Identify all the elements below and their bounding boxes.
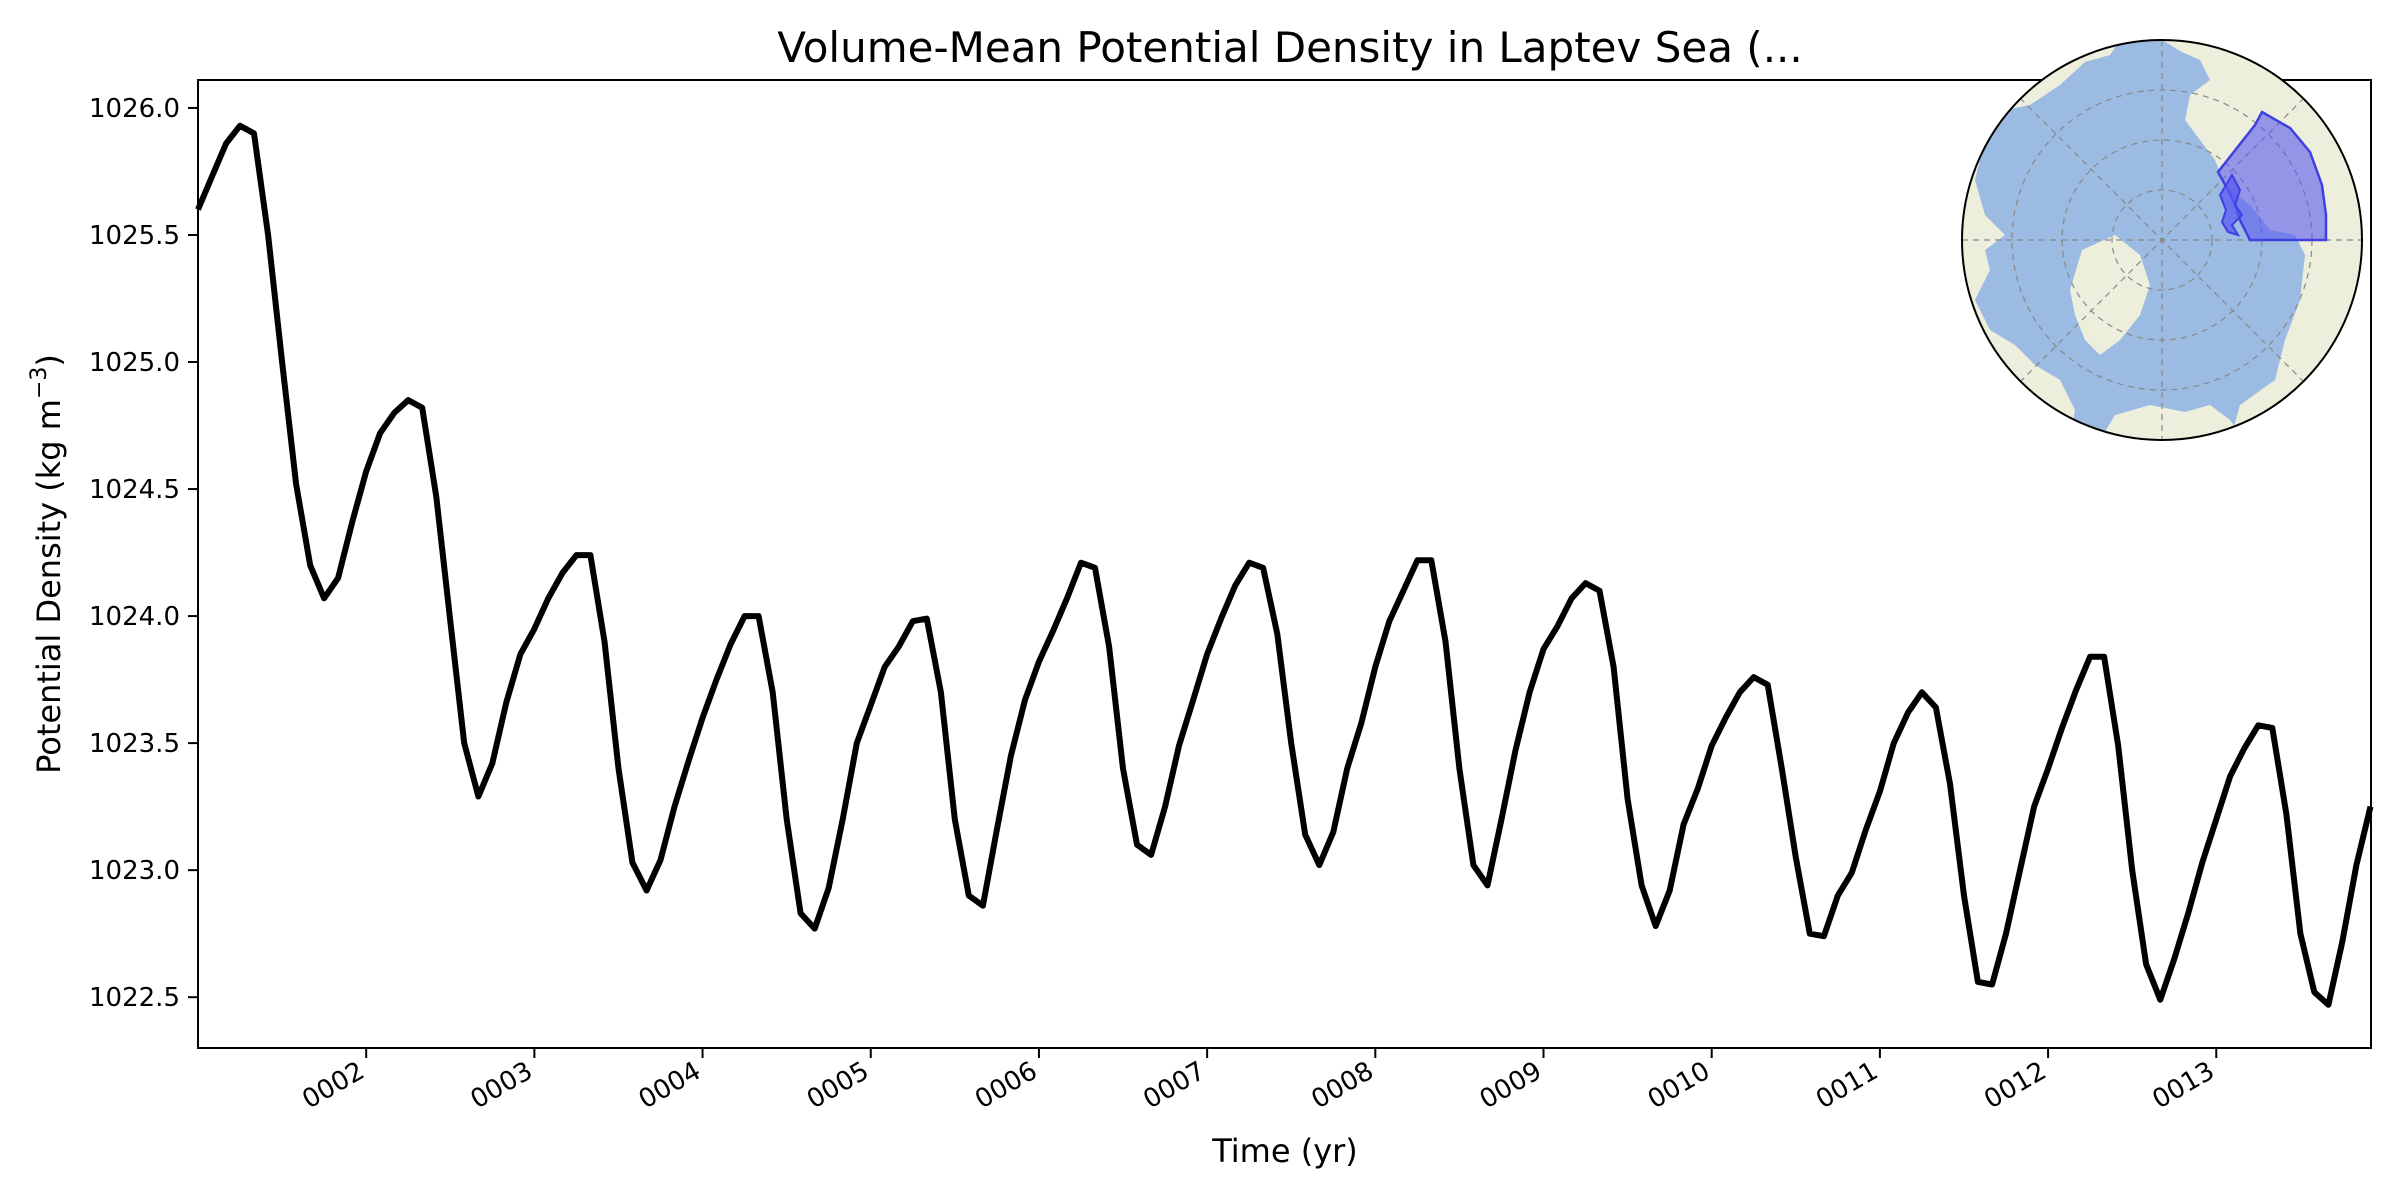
y-axis-ticks: 1022.5 1023.0 1023.5 1024.0 1024.5 1025.0 1025… [89,94,198,1013]
series-line-potential-density [195,122,2374,1008]
map-land-beringia [2100,405,2245,440]
y-tick-label: 1022.5 [89,983,180,1013]
map-land-greenland [2070,235,2150,355]
map-land-north-america [1962,40,2120,440]
map-land-group [1962,40,2362,440]
map-region-coast [2218,172,2244,237]
plot-area [195,122,2374,1008]
y-tick-label: 1025.0 [89,348,180,378]
y-axis-label-superscript: −3 [27,367,52,399]
chart-title: Volume-Mean Potential Density in Laptev … [777,23,1803,72]
map-latitude-circle [2111,189,2213,291]
y-tick-label: 1026.0 [89,94,180,124]
inset-map-arctic [1961,39,2363,441]
y-tick-label: 1024.5 [89,475,180,505]
y-tick-label: 1024.0 [89,602,180,632]
y-tick-label: 1025.5 [89,221,180,251]
y-axis-label-main: Potential Density (kg m [30,399,68,774]
y-tick-label: 1023.5 [89,729,180,759]
axes-frame [197,79,2372,1049]
map-land-eurasia [2162,40,2362,440]
y-tick-label: 1023.0 [89,856,180,886]
y-axis-label-close: ) [30,354,68,366]
map-border [1961,39,2363,441]
x-axis-label: Time (yr) [1211,1132,1358,1170]
y-axis-label: Potential Density (kg m−3) [27,354,68,774]
